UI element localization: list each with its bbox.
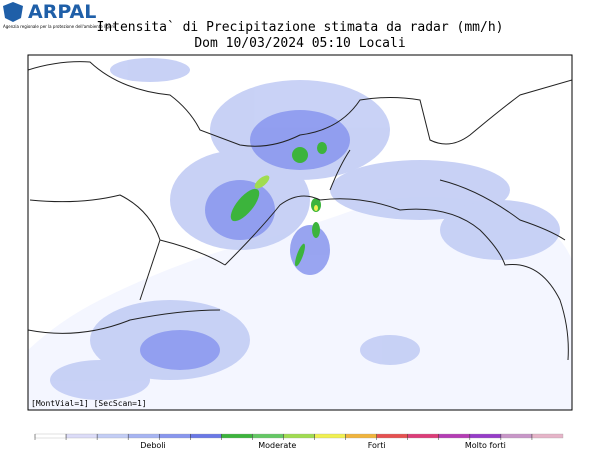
legend-swatch <box>34 433 67 439</box>
legend-swatch <box>531 433 564 439</box>
legend-label: Molto forti <box>465 441 506 450</box>
legend-swatch <box>438 433 470 439</box>
rain-green <box>230 142 327 267</box>
legend-swatch <box>159 433 191 439</box>
map-frame <box>27 54 573 411</box>
legend-label: Forti <box>368 441 386 450</box>
rain-yellow-green <box>254 175 270 189</box>
legend-swatch <box>345 433 377 439</box>
legend-swatch <box>128 433 160 439</box>
borders <box>28 61 572 361</box>
legend-swatch <box>500 433 533 439</box>
legend-label: Deboli <box>140 441 166 450</box>
legend-swatch <box>283 433 315 439</box>
legend-swatch <box>252 433 284 439</box>
legend-swatch <box>314 433 346 439</box>
logo-subtitle: Agenzia regionale per la protezione dell… <box>3 24 116 29</box>
logo-text: ARPAL <box>28 1 96 23</box>
legend: Deboli Moderate Forti Molto forti <box>34 433 564 450</box>
legend-swatch <box>96 433 129 439</box>
legend-swatch <box>469 433 502 439</box>
logo: ARPAL Agenzia regionale per la protezion… <box>3 1 116 29</box>
logo-icon <box>3 2 23 22</box>
legend-label: Moderate <box>258 441 296 450</box>
legend-swatch <box>221 433 253 439</box>
legend-swatch <box>407 433 439 439</box>
rain-yellow <box>314 205 318 211</box>
legend-swatch <box>376 433 408 439</box>
title: Intensita` di Precipitazione stimata da … <box>97 20 504 35</box>
subtitle: Dom 10/03/2024 05:10 Locali <box>194 36 405 51</box>
legend-swatch <box>65 433 98 439</box>
legend-swatch <box>190 433 222 439</box>
footer-note: [MontVial=1] [SecScan=1] <box>31 399 147 408</box>
map: [MontVial=1] [SecScan=1] <box>27 54 573 411</box>
